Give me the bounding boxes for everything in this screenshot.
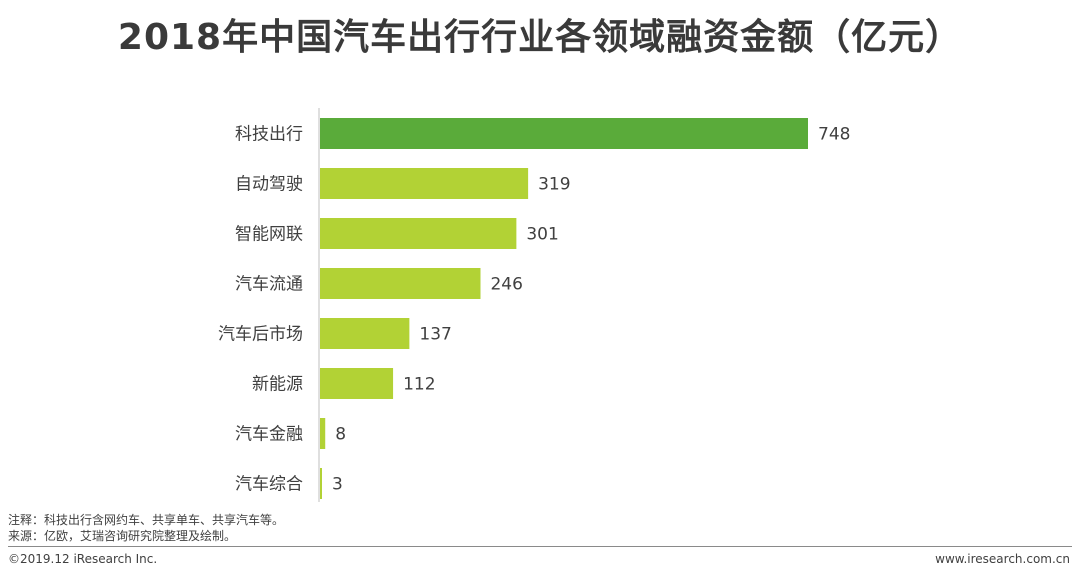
category-label: 汽车后市场	[218, 325, 303, 345]
value-label: 8	[335, 425, 346, 445]
chart-notes: 注释：科技出行含网约车、共享单车、共享汽车等。 来源：亿欧，艾瑞咨询研究院整理及…	[8, 512, 284, 544]
bar-7	[320, 418, 326, 449]
category-label: 汽车流通	[235, 275, 303, 295]
chart-title: 2018年中国汽车出行行业各领域融资金额（亿元）	[117, 17, 963, 58]
bar-chart: 科技出行 748 自动驾驶 319 智能网联 301 汽车流通 246 汽车后市场 137 新能源 1…	[218, 108, 850, 502]
bar-4	[320, 268, 481, 299]
value-label: 137	[419, 325, 451, 345]
bar-8	[320, 468, 322, 499]
category-label: 汽车综合	[235, 475, 303, 495]
value-label: 112	[403, 375, 435, 395]
category-label: 科技出行	[235, 125, 303, 145]
bar-5	[320, 318, 410, 349]
bar-3	[320, 218, 517, 249]
value-label: 319	[538, 175, 570, 195]
category-label: 自动驾驶	[235, 175, 303, 195]
value-label: 246	[490, 275, 522, 295]
value-label: 3	[332, 475, 343, 495]
footer-divider	[8, 546, 1072, 547]
footer-website[interactable]: www.iresearch.com.cn	[935, 552, 1070, 566]
note-source: 来源：亿欧，艾瑞咨询研究院整理及绘制。	[8, 529, 237, 543]
category-label: 汽车金融	[235, 425, 303, 445]
bar-1	[320, 118, 808, 149]
bar-6	[320, 368, 394, 399]
value-label: 301	[526, 225, 558, 245]
note-annotation: 注释：科技出行含网约车、共享单车、共享汽车等。	[8, 513, 285, 527]
category-label: 新能源	[252, 375, 303, 395]
value-label: 748	[818, 125, 850, 145]
bar-2	[320, 168, 529, 199]
category-label: 智能网联	[235, 225, 303, 245]
footer-copyright: ©2019.12 iResearch Inc.	[8, 552, 158, 566]
